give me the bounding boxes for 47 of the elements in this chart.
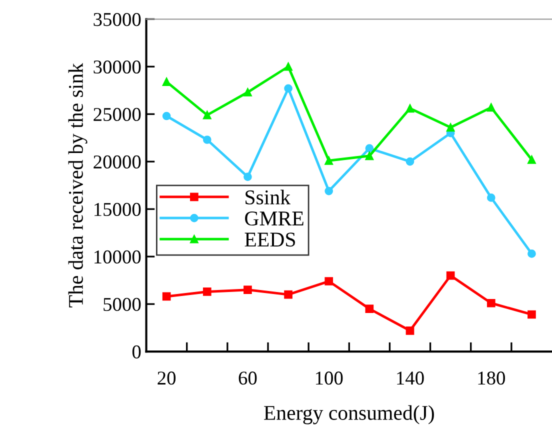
- x-tick-label: 60: [238, 372, 257, 385]
- point: [486, 194, 496, 202]
- y-tick-label: 20000: [94, 155, 141, 169]
- x-axis-title: Energy consumed(J): [264, 405, 434, 424]
- point: [365, 304, 374, 313]
- point: [202, 110, 212, 120]
- point: [324, 277, 334, 286]
- point: [202, 288, 212, 296]
- y-axis-title: The data received by the sink: [68, 63, 88, 308]
- point: [365, 152, 374, 160]
- point: [324, 156, 334, 165]
- y-tick-label: 25000: [94, 108, 141, 122]
- point: [446, 123, 455, 132]
- legend-label: EEDS: [244, 232, 295, 247]
- y-tick-label: 5000: [104, 298, 141, 311]
- point: [202, 136, 212, 144]
- point: [284, 62, 292, 71]
- y-tick-label: 30000: [94, 60, 141, 74]
- point: [528, 156, 536, 164]
- y-tick-label: 0: [132, 345, 141, 358]
- y-tick-label: 10000: [94, 250, 141, 264]
- point: [244, 286, 252, 294]
- point: [406, 104, 414, 113]
- point: [446, 271, 455, 280]
- point: [284, 84, 292, 93]
- point: [365, 144, 374, 152]
- legend-label: GMRE: [245, 212, 304, 226]
- point: [486, 103, 496, 112]
- y-tick-label: 15000: [94, 202, 141, 216]
- point: [244, 88, 252, 96]
- point: [406, 326, 414, 335]
- x-tick-label: 140: [397, 372, 424, 385]
- point: [528, 310, 536, 319]
- point: [162, 292, 171, 301]
- point: [486, 298, 496, 308]
- point: [244, 172, 252, 181]
- x-tick-label: 100: [316, 372, 343, 385]
- point: [528, 250, 536, 258]
- legend-label: Ssink: [246, 190, 291, 204]
- point: [162, 78, 171, 86]
- point: [324, 186, 334, 196]
- point: [162, 112, 171, 120]
- x-tick-label: 180: [478, 372, 505, 385]
- point: [284, 290, 292, 299]
- point: [406, 157, 414, 166]
- x-tick-label: 20: [158, 372, 176, 385]
- y-tick-label: 35000: [94, 12, 141, 26]
